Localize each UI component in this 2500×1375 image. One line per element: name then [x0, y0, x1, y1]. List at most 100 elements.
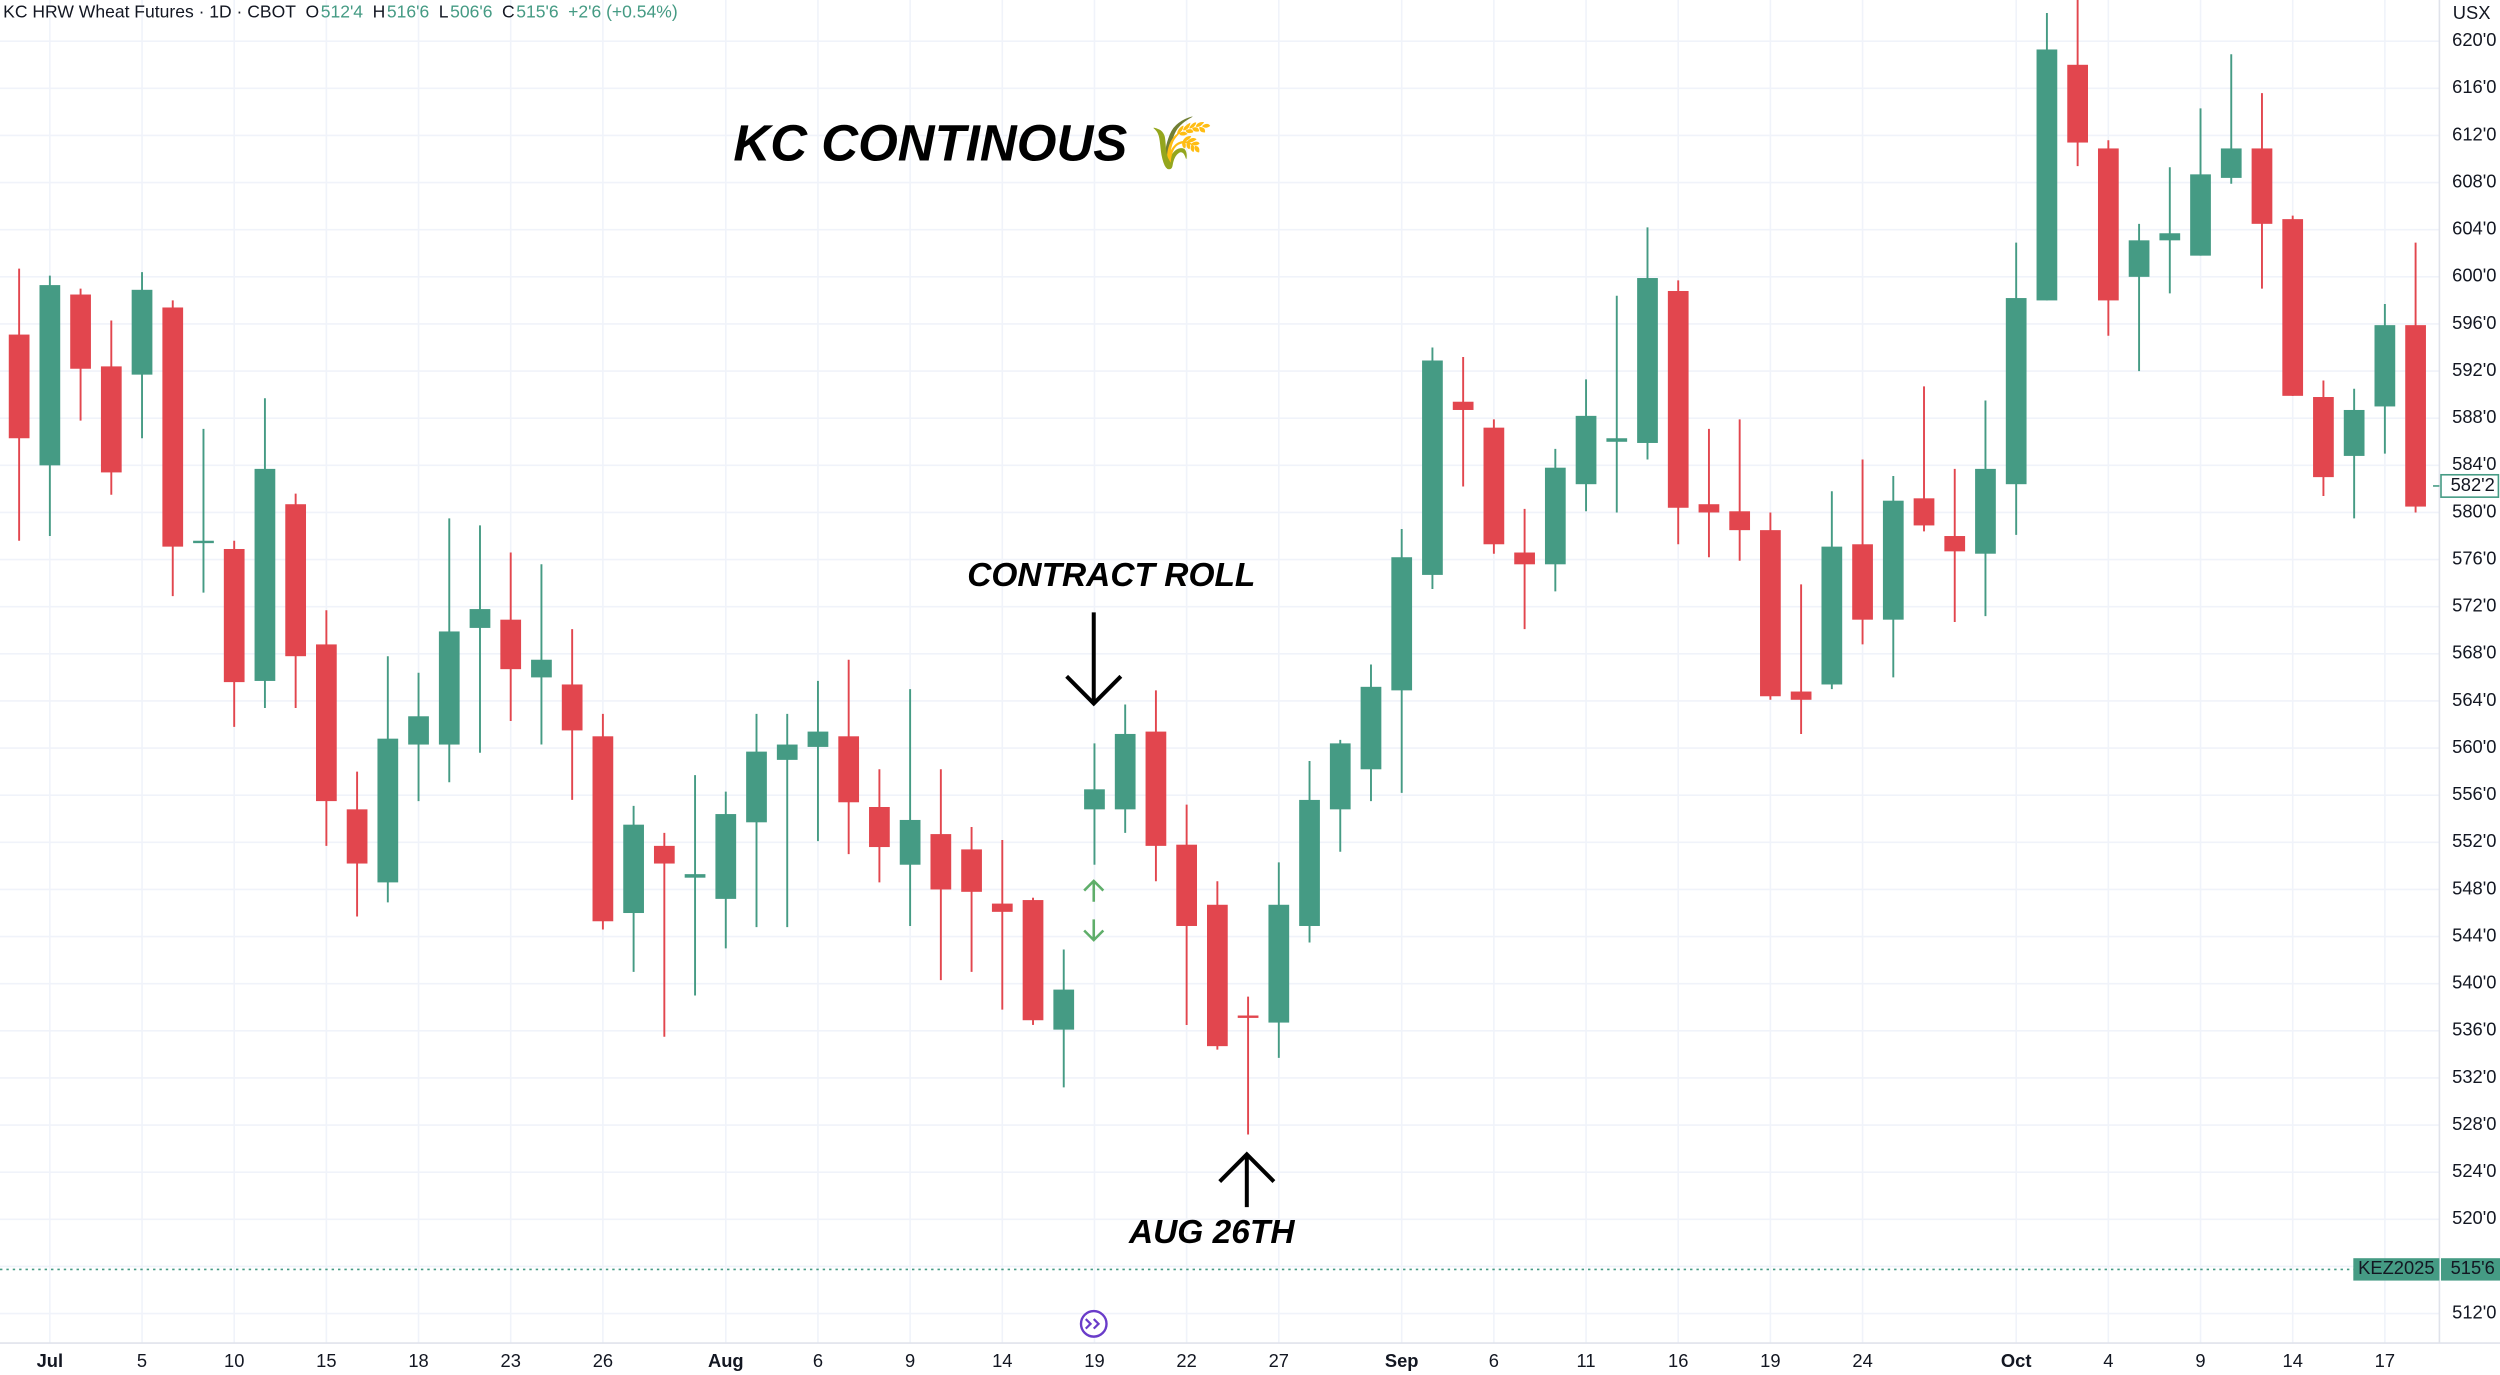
candle-body	[2282, 219, 2304, 396]
y-tick-label: 568'0	[2452, 642, 2496, 663]
x-tick-label: 11	[1577, 1350, 1596, 1371]
candle-body	[2036, 49, 2058, 301]
y-tick-label: 588'0	[2452, 406, 2496, 427]
contract-name-box	[2353, 1258, 2440, 1281]
candle-body	[2405, 325, 2426, 507]
candle-body	[1114, 733, 1136, 810]
candle-body	[1483, 427, 1505, 545]
candle-body	[1698, 504, 1720, 513]
y-tick-label: 576'0	[2452, 547, 2496, 568]
candle-body	[438, 631, 460, 745]
candle-body	[2220, 148, 2242, 178]
candle-body	[500, 619, 522, 670]
candle-body	[469, 609, 491, 628]
header-text: +2'6 (+0.54%)	[568, 1, 678, 21]
candle-body	[807, 731, 829, 747]
candle-body	[2374, 325, 2396, 407]
candle-body	[1206, 904, 1228, 1047]
y-tick-label: 528'0	[2452, 1113, 2496, 1134]
unit-label: USX	[2453, 2, 2491, 23]
header-text: 515'6	[516, 1, 558, 21]
x-tick-label: Jul	[37, 1350, 63, 1371]
candle-body	[991, 903, 1013, 912]
candle-body	[2005, 298, 2027, 485]
x-tick-label: 9	[905, 1350, 915, 1371]
candle-body	[1575, 415, 1597, 485]
y-tick-label: 580'0	[2452, 500, 2496, 521]
candle-body	[39, 285, 61, 466]
legend-header: KC HRW Wheat Futures · 1D · CBOT O 512'4 H 5…	[3, 1, 678, 21]
x-tick-label: 15	[316, 1350, 336, 1371]
candle-body	[2128, 240, 2150, 277]
event-icon[interactable]	[1079, 1309, 1108, 1338]
candle-body	[1544, 467, 1566, 565]
candle-body	[1944, 536, 1966, 552]
candle-body	[1422, 360, 1443, 575]
contract-price-box	[2441, 1258, 2500, 1281]
y-tick-label: 592'0	[2452, 359, 2496, 380]
candle-body	[1913, 498, 1935, 526]
y-tick-label: 520'0	[2452, 1207, 2496, 1228]
candle-body	[746, 751, 767, 823]
candle-body	[1790, 691, 1812, 700]
candle-body	[377, 738, 399, 883]
candle-body	[193, 540, 214, 544]
x-tick-label: 27	[1269, 1350, 1289, 1371]
down-arrow	[1065, 612, 1123, 707]
candle-body	[254, 468, 276, 681]
x-tick-label: 19	[1760, 1350, 1780, 1371]
x-tick-label: 19	[1084, 1350, 1104, 1371]
y-tick-label: 552'0	[2452, 830, 2496, 851]
y-tick-label: 596'0	[2452, 312, 2496, 333]
candle-body	[1852, 544, 1873, 620]
x-tick-label: 6	[1489, 1350, 1499, 1371]
annotation: AUG 26TH	[1128, 1214, 1295, 1251]
candle-body	[1176, 844, 1198, 926]
candle-body	[684, 874, 706, 878]
y-tick-label: 608'0	[2452, 170, 2496, 191]
candle-body	[2067, 64, 2088, 143]
y-tick-label: 612'0	[2452, 123, 2496, 144]
candle-body	[592, 736, 614, 922]
y-tick-label: 544'0	[2452, 924, 2496, 945]
candle-body	[131, 289, 153, 375]
candle-body	[100, 366, 122, 473]
header-text: H	[373, 1, 386, 21]
candle-body	[1299, 799, 1320, 926]
candle-body	[2343, 409, 2365, 456]
candle-body	[2159, 233, 2181, 241]
candle-body	[623, 824, 644, 914]
candle-body	[715, 814, 737, 899]
candle-body	[1329, 743, 1351, 810]
candle-body	[1729, 511, 1751, 531]
y-tick-label: 564'0	[2452, 689, 2496, 710]
last-price-box	[2440, 473, 2500, 498]
header-text: 516'6	[387, 1, 429, 21]
grid	[0, 0, 2440, 1344]
arrows	[1065, 612, 1276, 1208]
candle-body	[1821, 546, 1843, 685]
candle-body	[2190, 174, 2211, 256]
y-tick-label: 532'0	[2452, 1066, 2496, 1087]
x-tick-label: 5	[137, 1350, 147, 1371]
candle-body	[1268, 904, 1290, 1023]
x-tick-label: 18	[408, 1350, 428, 1371]
x-tick-label: 14	[2283, 1350, 2303, 1371]
y-tick-label: 548'0	[2452, 877, 2496, 898]
candle-body	[223, 548, 245, 683]
candle-body	[70, 294, 91, 369]
x-tick-label: 4	[2103, 1350, 2113, 1371]
y-tick-label: 536'0	[2452, 1019, 2496, 1040]
x-tick-label: 24	[1852, 1350, 1872, 1371]
candle-body	[899, 819, 921, 865]
candle-body	[8, 334, 30, 439]
candle-body	[776, 744, 798, 760]
candle-body	[162, 307, 184, 547]
candle-body	[1760, 530, 1781, 697]
up-arrow	[1218, 1151, 1276, 1208]
x-tick-label: 23	[501, 1350, 521, 1371]
x-tick-label: 6	[813, 1350, 823, 1371]
y-tick-label: 524'0	[2452, 1160, 2496, 1181]
y-tick-label: 600'0	[2452, 265, 2496, 286]
candle-body	[316, 644, 337, 802]
